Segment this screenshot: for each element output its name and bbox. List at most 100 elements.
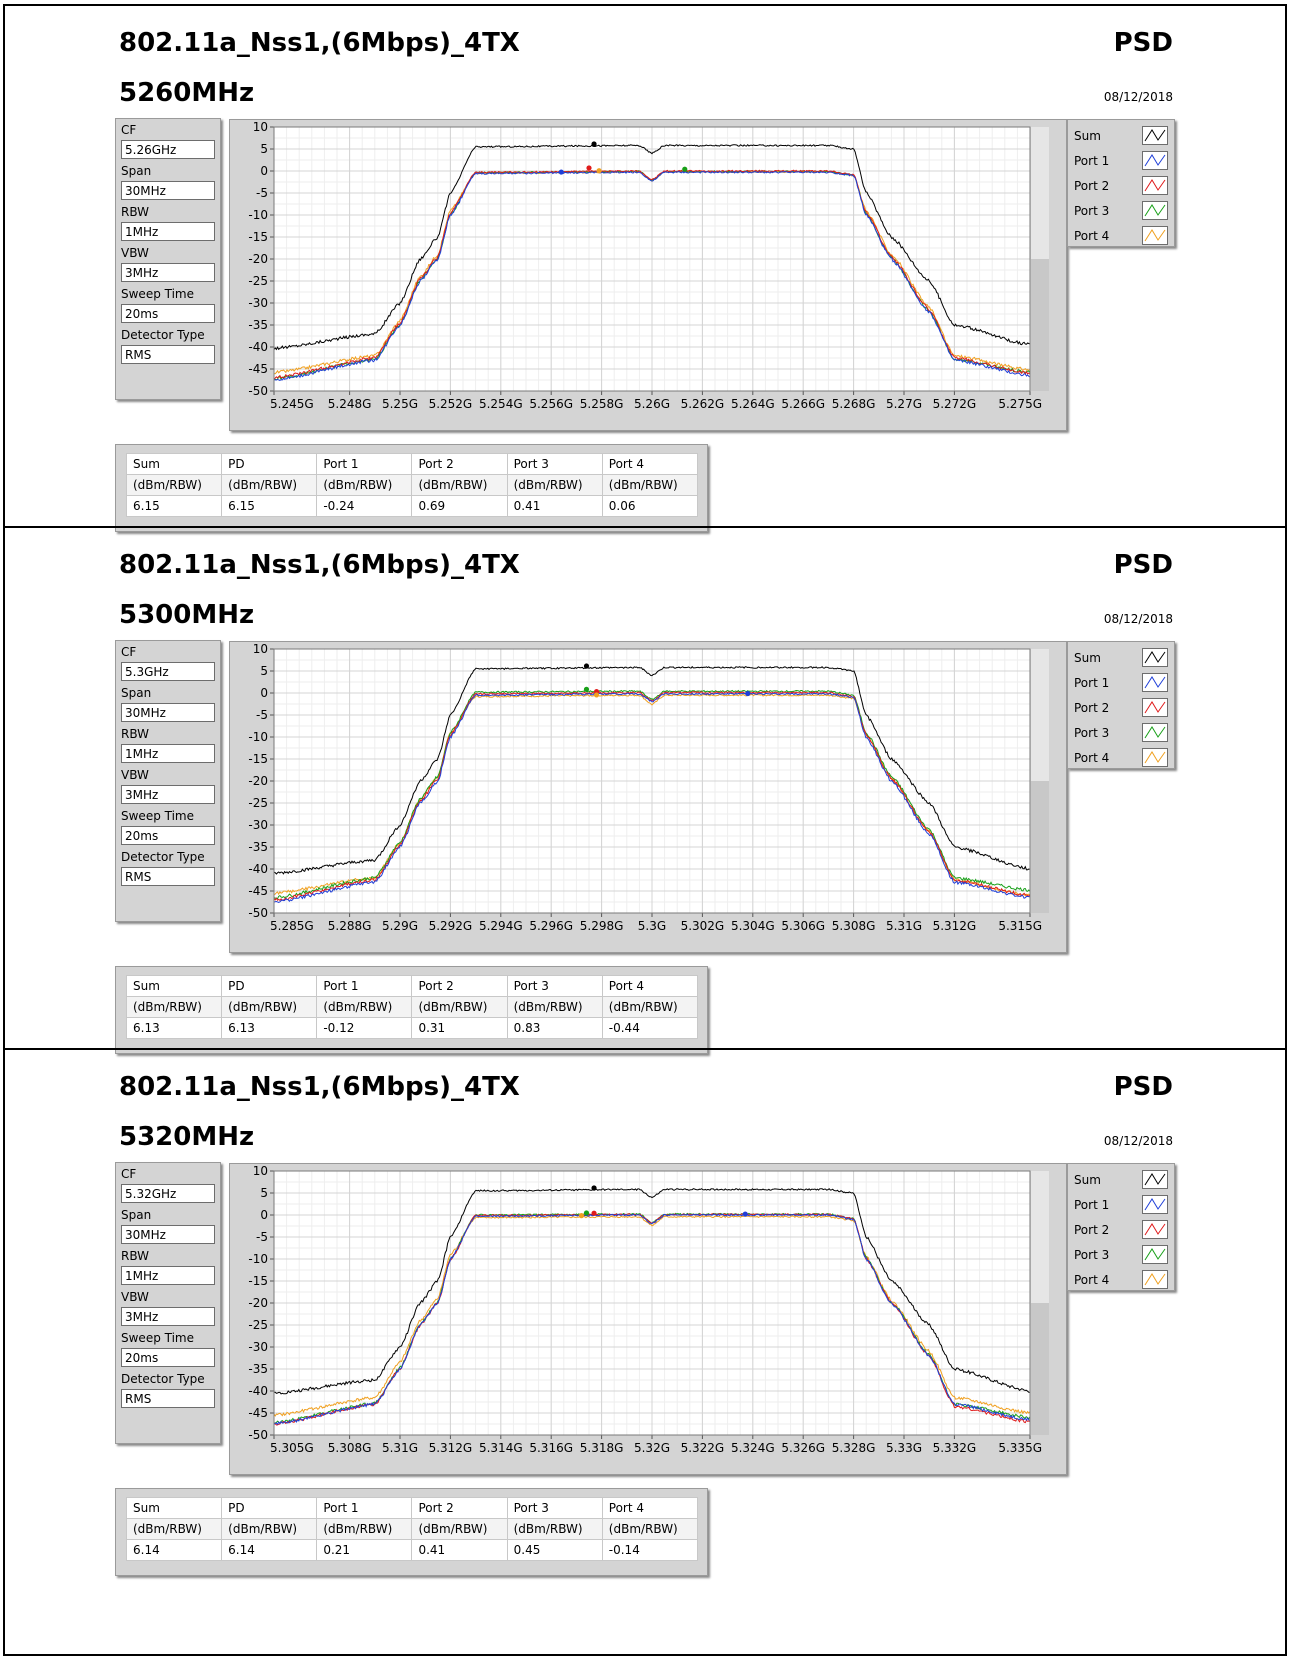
psd-chart: 10 5 0 -5 -10 -15 -20 -25 -30 -35 -40 -45 -505.245G 5… — [248, 120, 1049, 411]
table-row: Sum PD Port 1 Port 2 Port 3 Port 4 — [125, 453, 699, 475]
peak-marker — [591, 1210, 597, 1216]
x-tick-label: 5.312G — [933, 919, 977, 933]
y-tick-label: -40 — [248, 862, 268, 876]
setting-value: RMS — [121, 1389, 215, 1408]
peak-marker — [742, 1211, 748, 1217]
panel-psd-label: PSD — [1113, 1072, 1173, 1102]
table-cell: 6.15 — [221, 495, 318, 517]
panel-date: 08/12/2018 — [1103, 612, 1173, 626]
setting-label: Detector Type — [121, 328, 205, 342]
setting-label: Span — [121, 1208, 152, 1222]
y-tick-label: -10 — [248, 1252, 268, 1266]
psd-chart-frame: 10 5 0 -5 -10 -15 -20 -25 -30 -35 -40 -45 -50 5.305G 5… — [229, 1163, 1067, 1475]
y-tick-label: 10 — [253, 1164, 268, 1178]
table-cell: (dBm/RBW) — [221, 474, 318, 496]
setting-label: Sweep Time — [121, 809, 194, 823]
x-tick-label: 5.252G — [429, 397, 473, 411]
y-tick-label: -10 — [248, 730, 268, 744]
legend-swatch-icon — [1142, 1170, 1168, 1189]
legend-label: Port 3 — [1074, 725, 1110, 740]
legend-label: Sum — [1074, 128, 1101, 143]
y-tick-label: -25 — [248, 274, 268, 288]
table-row: (dBm/RBW) (dBm/RBW) (dBm/RBW) (dBm/RBW) (dBm… — [125, 1518, 699, 1540]
table-cell: 0.83 — [506, 1017, 603, 1039]
x-tick-label: 5.258G — [580, 397, 624, 411]
setting-label: CF — [121, 645, 137, 659]
x-tick-label: 5.32G — [634, 1441, 670, 1455]
x-tick-label: 5.308G — [328, 1441, 372, 1455]
legend-label: Port 1 — [1074, 675, 1110, 690]
table-cell: Port 1 — [316, 1497, 413, 1519]
legend-swatch-icon — [1142, 201, 1168, 220]
x-tick-label: 5.268G — [832, 397, 876, 411]
trace-port-3 — [273, 689, 1031, 900]
x-tick-label: 5.285G — [270, 919, 314, 933]
peak-marker — [578, 1213, 585, 1219]
peak-marker — [583, 663, 590, 669]
table-cell: 6.15 — [125, 495, 223, 517]
table-cell: (dBm/RBW) — [411, 1518, 508, 1540]
legend-label: Sum — [1074, 650, 1101, 665]
y-tick-label: -35 — [248, 840, 268, 854]
x-tick-label: 5.264G — [731, 397, 775, 411]
psd-panel: 802.11a_Nss1,(6Mbps)_4TX 5260MHz PSD 08/12/… — [5, 6, 1285, 532]
table-cell: Port 3 — [506, 453, 603, 475]
x-tick-label: 5.256G — [529, 397, 573, 411]
x-tick-label: 5.26G — [634, 397, 670, 411]
table-cell: (dBm/RBW) — [221, 996, 318, 1018]
table-cell: 0.06 — [601, 495, 699, 517]
table-cell: PD — [221, 975, 318, 997]
table-cell: (dBm/RBW) — [125, 474, 223, 496]
setting-value: 3MHz — [121, 785, 215, 804]
table-cell: (dBm/RBW) — [506, 996, 603, 1018]
legend-item: Port 4 — [1074, 223, 1168, 248]
x-tick-label: 5.254G — [479, 397, 523, 411]
table-row: Sum PD Port 1 Port 2 Port 3 Port 4 — [125, 975, 699, 997]
legend-item: Sum — [1074, 645, 1168, 670]
legend-swatch-icon — [1142, 1195, 1168, 1214]
legend-item: Port 4 — [1074, 1267, 1168, 1292]
panel-psd-label: PSD — [1113, 28, 1173, 58]
plot-border — [273, 1170, 1031, 1436]
table-cell: (dBm/RBW) — [125, 996, 223, 1018]
x-tick-label: 5.322G — [681, 1441, 725, 1455]
table-cell: (dBm/RBW) — [316, 996, 413, 1018]
table-cell: Port 4 — [601, 1497, 699, 1519]
y-tick-label: -5 — [256, 186, 268, 200]
legend-item: Sum — [1074, 123, 1168, 148]
setting-value: 30MHz — [121, 703, 215, 722]
y-tick-label: -10 — [248, 208, 268, 222]
table-row: 6.13 6.13 -0.12 0.31 0.83 -0.44 — [125, 1017, 699, 1039]
settings-panel: CF 5.26GHz Span 30MHz RBW 1MHz VBW 3MHz Sweep Ti… — [115, 118, 221, 400]
chart-scrollbar-thumb[interactable] — [1031, 1171, 1049, 1303]
setting-value: 1MHz — [121, 1266, 215, 1285]
setting-value: 5.3GHz — [121, 662, 215, 681]
legend-item: Port 1 — [1074, 148, 1168, 173]
table-cell: 6.14 — [125, 1539, 223, 1561]
x-tick-label: 5.248G — [328, 397, 372, 411]
x-tick-label: 5.25G — [382, 397, 418, 411]
y-tick-label: -50 — [248, 906, 268, 920]
chart-scrollbar-thumb[interactable] — [1031, 649, 1049, 781]
x-tick-label: 5.332G — [933, 1441, 977, 1455]
psd-panel: 802.11a_Nss1,(6Mbps)_4TX 5320MHz PSD 08/12/… — [5, 1048, 1285, 1658]
peak-marker — [583, 686, 590, 692]
x-tick-label: 5.328G — [832, 1441, 876, 1455]
report-frame: 802.11a_Nss1,(6Mbps)_4TX 5260MHz PSD 08/12/… — [3, 4, 1287, 1656]
legend-swatch-icon — [1142, 723, 1168, 742]
chart-scrollbar-thumb[interactable] — [1031, 127, 1049, 259]
setting-label: VBW — [121, 768, 149, 782]
x-tick-label: 5.304G — [731, 919, 775, 933]
legend-label: Sum — [1074, 1172, 1101, 1187]
table-cell: Sum — [125, 453, 223, 475]
table-cell: (dBm/RBW) — [411, 474, 508, 496]
y-tick-label: 10 — [253, 642, 268, 656]
peak-marker — [586, 165, 592, 171]
x-tick-label: 5.29G — [382, 919, 418, 933]
table-cell: Sum — [125, 1497, 223, 1519]
legend-swatch-icon — [1142, 673, 1168, 692]
y-tick-label: -50 — [248, 384, 268, 398]
table-cell: (dBm/RBW) — [316, 474, 413, 496]
trace-port-1 — [273, 1213, 1031, 1426]
x-tick-label: 5.302G — [681, 919, 725, 933]
